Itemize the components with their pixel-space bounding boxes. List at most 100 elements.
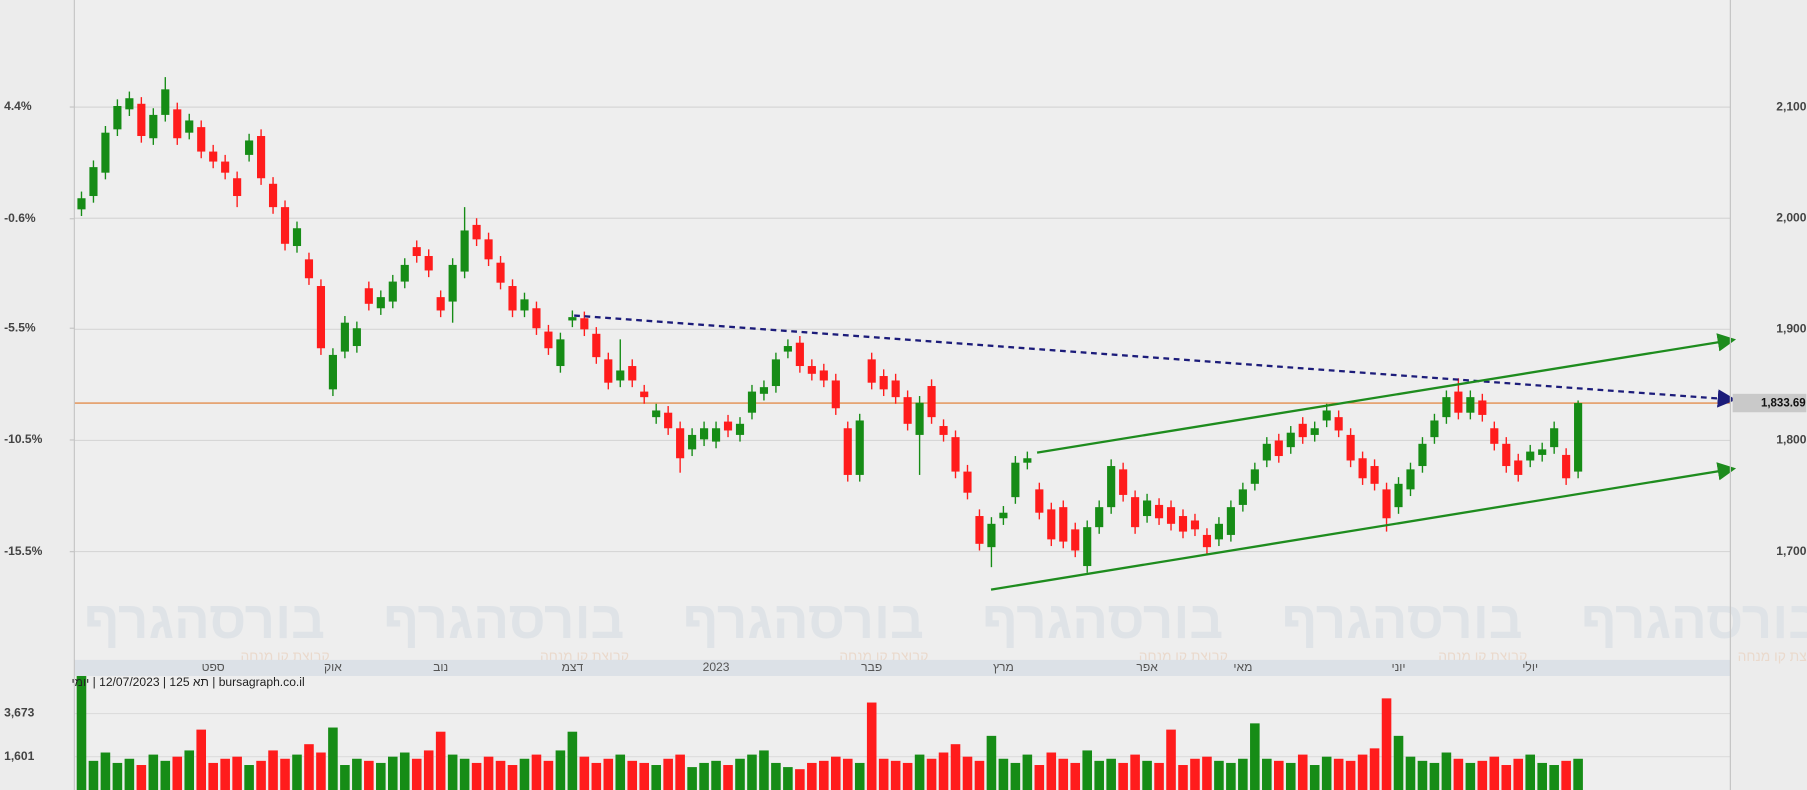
y2-tick-label: -10.5% — [4, 432, 43, 446]
candle-body — [400, 264, 409, 282]
candle-body — [1430, 420, 1439, 438]
volume-bar — [902, 762, 913, 790]
volume-bar — [1226, 762, 1236, 790]
x-tick-label: מרץ — [993, 660, 1014, 674]
y-tick-label: 1,900 — [1776, 322, 1807, 336]
candle-body — [125, 98, 134, 110]
candle-body — [1514, 460, 1523, 475]
volume-bar — [196, 729, 207, 790]
y2-tick-label: -15.5% — [4, 544, 43, 558]
volume-bar — [1070, 762, 1081, 790]
volume-bar — [914, 754, 925, 790]
candle-body — [1202, 534, 1212, 548]
candle-body — [963, 471, 972, 493]
volume-bar — [962, 756, 973, 790]
candle-body — [197, 127, 206, 152]
volume-bar — [735, 758, 745, 790]
candle-body — [616, 370, 625, 381]
watermark: בורסהגרף — [1581, 591, 1807, 650]
candle-body — [161, 89, 170, 115]
candle-body — [1466, 397, 1475, 413]
volume-bar — [651, 765, 661, 790]
candle-body — [1322, 410, 1331, 421]
volume-bar — [1549, 765, 1559, 790]
x-tick-label: פבר — [861, 660, 882, 674]
candle-body — [1454, 391, 1463, 413]
candle-body — [891, 380, 900, 398]
candle-body — [221, 161, 230, 173]
candle-body — [292, 228, 302, 247]
volume-bar — [699, 762, 709, 790]
candle-body — [1143, 500, 1152, 517]
candle-body — [759, 387, 769, 394]
candle-body — [1083, 527, 1092, 567]
volume-bar — [399, 752, 410, 790]
volume-bar — [1142, 760, 1152, 790]
candle-body — [628, 366, 637, 381]
candle-body — [364, 288, 373, 304]
volume-bar — [232, 756, 242, 790]
candle-body — [424, 256, 433, 271]
candle-body — [795, 342, 804, 367]
candle-body — [1178, 516, 1188, 532]
candle-body — [1502, 443, 1511, 467]
candle-body — [771, 359, 780, 387]
volume-bar — [1130, 754, 1140, 790]
volume-bar — [471, 762, 482, 790]
candle-body — [304, 259, 314, 279]
x-tick-label: ספט — [202, 660, 225, 674]
candle-body — [1418, 443, 1427, 467]
candle-body — [999, 512, 1008, 519]
candle-body — [328, 354, 337, 390]
candle-body — [89, 167, 98, 197]
candle-body — [1154, 504, 1164, 519]
candle-body — [233, 178, 242, 197]
volume-bar — [172, 756, 183, 790]
volume-bar — [1405, 756, 1416, 790]
volume-bar — [830, 756, 841, 790]
candle-body — [843, 428, 852, 475]
candle-body — [652, 410, 661, 418]
volume-bar — [878, 758, 889, 790]
y-tick-label: 1,700 — [1776, 544, 1807, 558]
candle-body — [1250, 469, 1259, 484]
volume-bar — [112, 762, 123, 790]
candle-body — [807, 366, 816, 374]
candle-body — [149, 114, 158, 139]
candle-body — [1358, 458, 1367, 479]
volume-bar — [711, 760, 721, 790]
last-price-box — [1732, 393, 1807, 413]
candle-body — [1370, 466, 1379, 484]
candle-body — [711, 428, 721, 442]
volume-bar — [1106, 758, 1116, 790]
candle-body — [1190, 520, 1200, 530]
volume-bar — [1166, 729, 1176, 790]
volume-bar — [184, 750, 195, 790]
candle-body — [1047, 509, 1056, 540]
volume-bar — [627, 760, 638, 790]
candle-body — [640, 391, 649, 398]
candle-body — [1442, 397, 1451, 418]
candle-body — [1119, 469, 1128, 495]
volume-bar — [136, 765, 147, 790]
candle-body — [604, 359, 613, 383]
y2-tick-label: -0.6% — [4, 211, 36, 225]
x-tick-label: יוני — [1391, 660, 1405, 674]
volume-bar — [1010, 762, 1021, 790]
volume-bar — [950, 744, 961, 790]
watermark: בורסהגרף — [383, 591, 624, 650]
watermark: בורסהגרף — [1282, 591, 1523, 650]
volume-bar — [352, 758, 362, 790]
candle-body — [747, 391, 757, 413]
volume-bar — [591, 762, 602, 790]
volume-bar — [495, 760, 506, 790]
volume-bar — [435, 731, 446, 790]
candle-body — [340, 322, 349, 352]
candle-body — [1526, 451, 1535, 461]
volume-tick-label: 1,601 — [4, 749, 35, 763]
candle-body — [77, 198, 86, 210]
candle-body — [316, 286, 326, 349]
volume-bar — [1238, 758, 1248, 790]
volume-bar — [639, 762, 650, 790]
candle-body — [1011, 462, 1020, 498]
